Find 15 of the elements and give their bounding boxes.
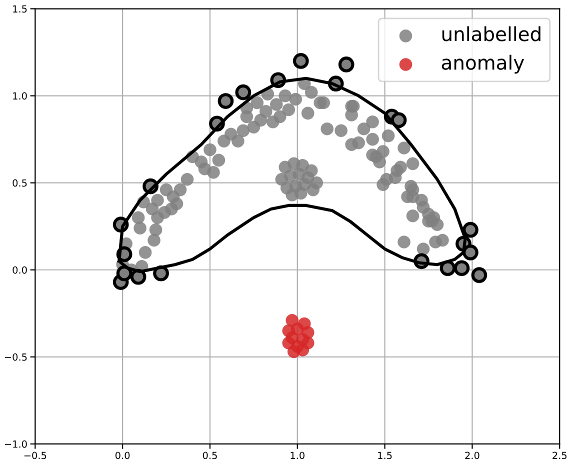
x-tick-label: 2.5 xyxy=(552,452,567,460)
legend-label: unlabelled xyxy=(442,26,540,42)
legend-label: anomaly xyxy=(442,54,524,74)
x-tick-label: −0.5 xyxy=(24,452,46,460)
y-tick-label: 1.0 xyxy=(13,92,27,100)
x-tick-label: 0.5 xyxy=(202,452,217,460)
x-tick-label: 0.0 xyxy=(115,452,130,460)
y-tick-label: 0.0 xyxy=(12,266,27,274)
y-tick-label: 0.5 xyxy=(12,179,27,187)
y-tick-label: −1.0 xyxy=(4,440,27,448)
x-tick-label: 1.0 xyxy=(290,452,304,460)
x-tick-label: 1.5 xyxy=(378,452,392,460)
y-tick-label: 1.5 xyxy=(13,5,27,13)
y-tick-label: −0.5 xyxy=(4,353,27,361)
x-tick-label: 2.0 xyxy=(465,452,480,460)
